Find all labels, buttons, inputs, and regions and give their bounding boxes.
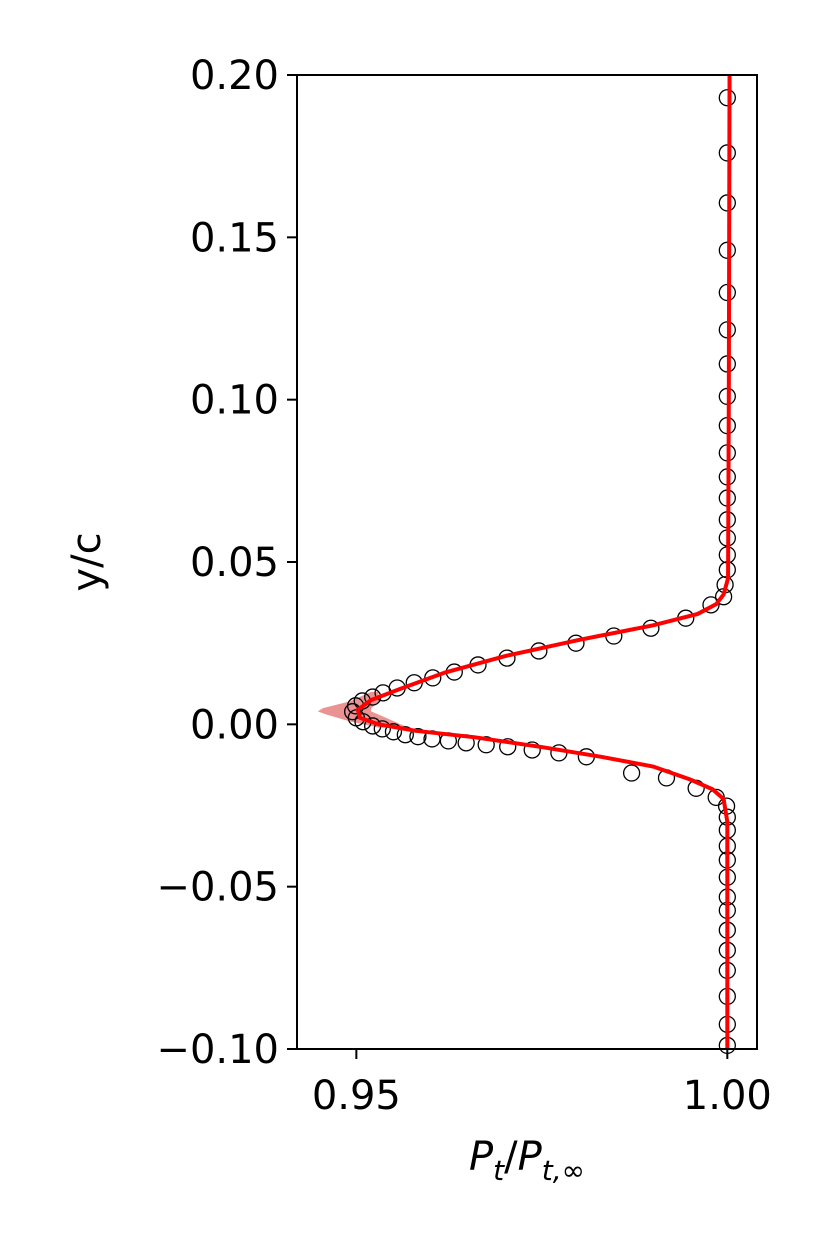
y-axis-label: y/c	[64, 532, 110, 591]
data-point	[409, 728, 427, 746]
x-label-part: /	[504, 1134, 518, 1180]
y-tick-label: −0.05	[156, 865, 279, 911]
x-axis-label: Pt/Pt,∞	[469, 1134, 585, 1187]
data-point	[702, 596, 720, 614]
data-point	[718, 89, 736, 107]
y-tick-label: 0.05	[190, 540, 279, 586]
plot-frame	[296, 74, 758, 1050]
x-tick-label: 1.00	[683, 1073, 772, 1119]
y-tick-label: 0.10	[190, 378, 279, 424]
data-point	[373, 720, 391, 738]
y-tick-label: 0.00	[190, 702, 279, 748]
y-tick-label: 0.15	[190, 215, 279, 261]
x-label-part: t,∞	[542, 1154, 585, 1187]
data-point	[523, 741, 541, 759]
data-point	[384, 723, 403, 741]
cfd-line	[355, 74, 732, 1049]
y-tick-label: 0.20	[190, 53, 279, 99]
x-tick-label: 0.95	[312, 1073, 401, 1119]
data-point	[477, 736, 495, 754]
x-label-part: t	[493, 1154, 505, 1187]
data-point	[396, 726, 414, 744]
data-point	[622, 764, 641, 782]
data-point	[718, 144, 736, 162]
data-point	[499, 738, 517, 756]
y-tick-label: −0.10	[156, 1027, 279, 1073]
x-label-part: P	[518, 1134, 543, 1180]
x-label-part: P	[469, 1134, 494, 1180]
